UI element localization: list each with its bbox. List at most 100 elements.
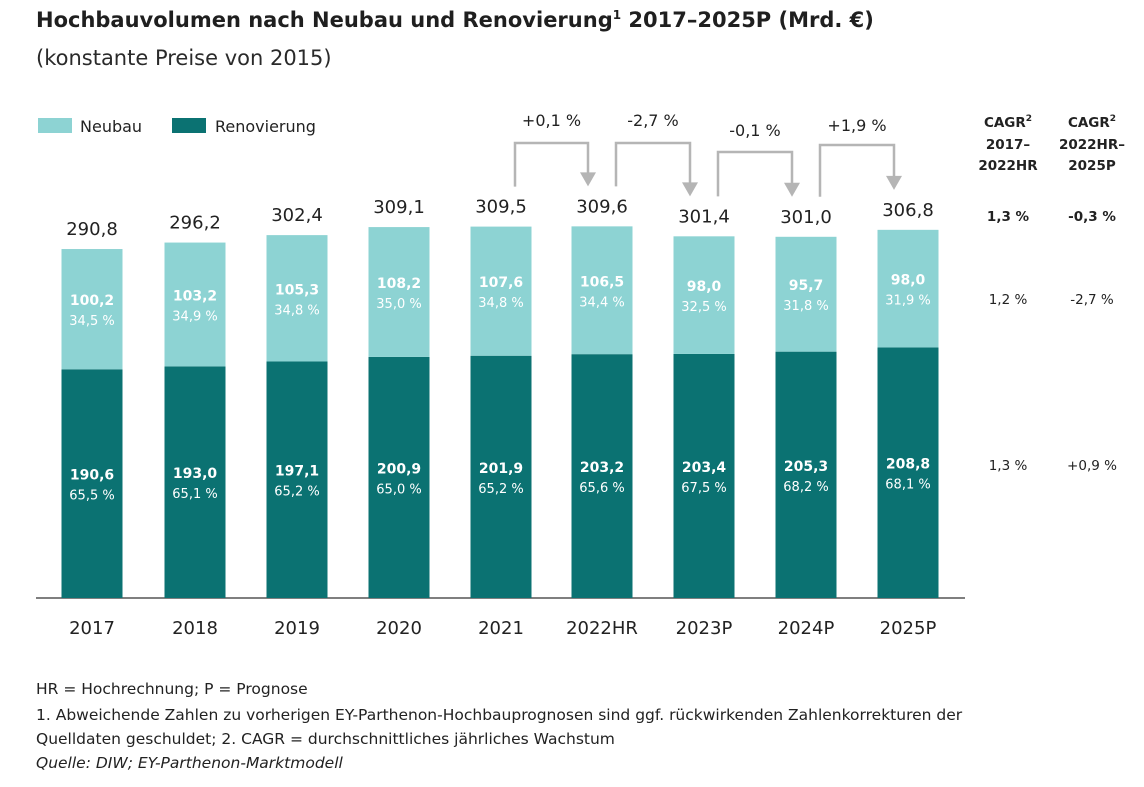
x-tick-label-2024P: 2024P	[778, 618, 835, 639]
chart-title: Hochbauvolumen nach Neubau und Renovieru…	[36, 8, 874, 32]
source-note: Quelle: DIW; EY-Parthenon-Marktmodell	[36, 754, 343, 772]
bar-renovierung-2020	[368, 356, 430, 598]
change-label-2023P: -2,7 %	[627, 111, 679, 130]
change-connector-2023P	[614, 141, 692, 187]
data-label-neubau-2024P: 95,7	[789, 278, 824, 294]
data-label-neubau-2017: 100,2	[70, 293, 114, 309]
cagr-value-neubau-2: -2,7 %	[1070, 292, 1114, 308]
chart-subtitle: (konstante Preise von 2015)	[36, 46, 332, 70]
total-label-2021: 309,5	[475, 197, 527, 218]
data-label-renovierung-2017: 190,6	[70, 468, 114, 484]
data-label-renovierung-2021: 201,9	[479, 461, 523, 477]
share-label-renovierung-2020: 65,0 %	[376, 482, 421, 497]
share-label-renovierung-2024P: 68,2 %	[783, 480, 828, 495]
bar-neubau-2018	[164, 242, 226, 367]
total-label-2018: 296,2	[169, 213, 221, 234]
change-label-2024P: -0,1 %	[729, 121, 781, 140]
cagr-header-period-end-2: 2025P	[1068, 158, 1116, 174]
footnote-2: Quelldaten geschuldet; 2. CAGR = durchsc…	[36, 730, 615, 748]
bar-neubau-2021	[470, 226, 532, 356]
total-label-2023P: 301,4	[678, 206, 730, 227]
total-label-2019: 302,4	[271, 205, 323, 226]
x-tick-label-2018: 2018	[172, 618, 218, 639]
x-tick-label-2023P: 2023P	[676, 618, 733, 639]
data-label-renovierung-2023P: 203,4	[682, 460, 727, 476]
change-connector-2022HR	[513, 141, 590, 187]
cagr-header-2: CAGR2	[1068, 114, 1116, 131]
cagr-value-gesamt-2: -0,3 %	[1068, 209, 1116, 225]
bar-renovierung-2023P	[673, 353, 735, 598]
cagr-value-renovierung-1: 1,3 %	[989, 458, 1028, 474]
data-label-neubau-2022HR: 106,5	[580, 274, 624, 290]
total-label-2020: 309,1	[373, 197, 425, 218]
share-label-renovierung-2022HR: 65,6 %	[579, 481, 624, 496]
data-label-renovierung-2024P: 205,3	[784, 459, 828, 475]
change-arrowhead-2025P	[886, 175, 902, 190]
chart-title-rest: 2017–2025P (Mrd. €)	[621, 8, 874, 32]
cagr-header-period-start-1: 2017–	[986, 137, 1031, 153]
bar-neubau-2019	[266, 235, 328, 362]
data-label-neubau-2018: 103,2	[173, 288, 217, 304]
data-label-renovierung-2020: 200,9	[377, 461, 421, 477]
change-arrowhead-2022HR	[580, 172, 596, 187]
change-label-2022HR: +0,1 %	[522, 111, 581, 130]
bar-renovierung-2018	[164, 366, 226, 598]
bar-neubau-2017	[61, 249, 123, 370]
legend-label-renovierung: Renovierung	[215, 117, 316, 136]
share-label-renovierung-2017: 65,5 %	[69, 489, 114, 504]
cagr-value-renovierung-2: +0,9 %	[1067, 458, 1117, 474]
bar-renovierung-2025P	[877, 347, 939, 598]
total-label-2025P: 306,8	[882, 200, 934, 221]
bar-renovierung-2017	[61, 369, 123, 598]
share-label-renovierung-2018: 65,1 %	[172, 487, 217, 502]
chart-title-footnote-marker: 1	[612, 8, 622, 22]
footnote-abbreviations: HR = Hochrechnung; P = Prognose	[36, 680, 308, 698]
total-label-2024P: 301,0	[780, 207, 832, 228]
share-label-neubau-2024P: 31,8 %	[783, 299, 828, 314]
bar-renovierung-2022HR	[571, 354, 633, 598]
cagr-header-period-start-2: 2022HR–	[1059, 137, 1125, 153]
x-tick-label-2021: 2021	[478, 618, 524, 639]
data-label-renovierung-2018: 193,0	[173, 466, 218, 482]
share-label-renovierung-2025P: 68,1 %	[885, 478, 930, 493]
data-label-renovierung-2025P: 208,8	[886, 457, 930, 473]
data-label-renovierung-2022HR: 203,2	[580, 460, 624, 476]
change-arrowhead-2023P	[682, 182, 698, 197]
x-tick-label-2022HR: 2022HR	[566, 618, 638, 639]
data-label-neubau-2019: 105,3	[275, 282, 319, 298]
share-label-neubau-2023P: 32,5 %	[681, 300, 726, 315]
bar-renovierung-2024P	[775, 351, 837, 598]
bar-neubau-2025P	[877, 229, 939, 348]
change-label-2025P: +1,9 %	[827, 116, 886, 135]
bar-neubau-2022HR	[571, 226, 633, 355]
footnote-1: 1. Abweichende Zahlen zu vorherigen EY-P…	[36, 706, 963, 724]
share-label-neubau-2025P: 31,9 %	[885, 294, 930, 309]
change-connector-2024P	[716, 150, 794, 197]
change-connector-2025P	[818, 143, 896, 197]
bar-renovierung-2021	[470, 355, 532, 598]
bar-neubau-2023P	[673, 236, 735, 354]
x-tick-label-2025P: 2025P	[880, 618, 937, 639]
change-arrowhead-2024P	[784, 182, 800, 197]
data-label-renovierung-2019: 197,1	[275, 464, 319, 480]
share-label-neubau-2021: 34,8 %	[478, 296, 523, 311]
legend-swatch-neubau	[38, 118, 72, 133]
share-label-neubau-2017: 34,5 %	[69, 314, 114, 329]
chart-title-main: Hochbauvolumen nach Neubau und Renovieru…	[36, 8, 613, 32]
legend-label-neubau: Neubau	[80, 117, 142, 136]
data-label-neubau-2021: 107,6	[479, 275, 523, 291]
total-label-2017: 290,8	[66, 219, 118, 240]
legend-swatch-renovierung	[172, 118, 206, 133]
bar-neubau-2020	[368, 227, 430, 357]
x-tick-label-2019: 2019	[274, 618, 320, 639]
total-label-2022HR: 309,6	[576, 196, 628, 217]
x-tick-label-2020: 2020	[376, 618, 422, 639]
share-label-renovierung-2021: 65,2 %	[478, 482, 523, 497]
bar-neubau-2024P	[775, 236, 837, 352]
bar-renovierung-2019	[266, 361, 328, 598]
cagr-value-neubau-1: 1,2 %	[989, 292, 1028, 308]
x-tick-label-2017: 2017	[69, 618, 115, 639]
cagr-value-gesamt-1: 1,3 %	[987, 209, 1030, 225]
data-label-neubau-2023P: 98,0	[687, 279, 722, 295]
